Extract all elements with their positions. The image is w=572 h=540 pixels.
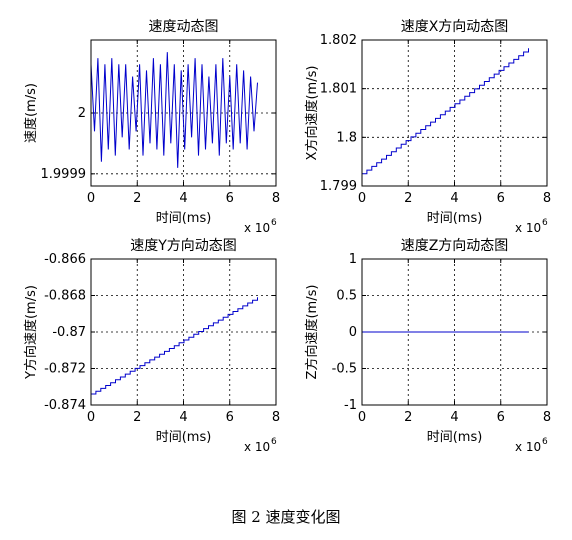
x-tick-label: 0 [87, 191, 95, 206]
x-exponent-label: x 10 [515, 221, 541, 235]
data-line [91, 297, 258, 395]
chart-title: 速度Y方向动态图 [130, 238, 237, 254]
figure-caption: 图 2 速度变化图 [231, 508, 341, 526]
y-axis-label: Y方向速度(m/s) [23, 285, 39, 380]
x-axis-label: 时间(ms) [427, 211, 483, 226]
y-tick-label: -0.874 [44, 398, 86, 413]
y-axis-label: Z方向速度(m/s) [304, 285, 320, 380]
x-exponent-power: 6 [542, 218, 548, 228]
y-axis-label: 速度(m/s) [23, 83, 39, 143]
axes-frame [90, 39, 277, 187]
x-tick-label: 0 [358, 410, 366, 425]
x-axis-label: 时间(ms) [427, 430, 483, 445]
axes-frame [361, 39, 548, 187]
y-tick-label: 1.801 [320, 82, 357, 97]
x-tick-label: 6 [497, 191, 505, 206]
x-tick-label: 8 [272, 410, 280, 425]
x-axis-label: 时间(ms) [156, 430, 212, 445]
x-axis-label: 时间(ms) [156, 211, 212, 226]
chart-panel-2: 速度X方向动态图 0 2 4 6 8 1.799 1.8 1.801 1.802 时间(ms) x 1… [304, 19, 551, 235]
x-tick-label: 4 [450, 410, 458, 425]
chart-title: 速度X方向动态图 [401, 19, 509, 35]
y-tick-label: 1.799 [320, 179, 357, 194]
x-tick-label: 8 [543, 410, 551, 425]
x-tick-label: 2 [404, 191, 412, 206]
x-tick-label: 6 [226, 191, 234, 206]
x-exponent-label: x 10 [515, 440, 541, 454]
x-tick-label: 6 [497, 410, 505, 425]
chart-title: 速度Z方向动态图 [401, 238, 509, 254]
y-tick-label: -0.5 [332, 362, 357, 377]
x-tick-label: 8 [272, 191, 280, 206]
y-tick-label: -0.87 [52, 325, 86, 340]
x-tick-label: 4 [450, 191, 458, 206]
x-exponent-power: 6 [271, 437, 277, 447]
axes-frame [361, 258, 548, 406]
y-tick-label: 2 [78, 106, 86, 121]
y-tick-label: 1 [349, 252, 357, 267]
x-tick-label: 6 [226, 410, 234, 425]
chart-title: 速度动态图 [149, 19, 219, 35]
x-tick-label: 2 [133, 410, 141, 425]
x-tick-label: 2 [133, 191, 141, 206]
chart-panel-3: 速度Y方向动态图 0 2 4 6 8 -0.866 -0.868 -0.87 -0.872 -0.8… [23, 238, 280, 454]
y-tick-label: -0.868 [44, 289, 86, 304]
x-exponent-label: x 10 [244, 221, 270, 235]
x-tick-label: 0 [87, 410, 95, 425]
y-tick-label: -0.872 [44, 362, 86, 377]
data-line [90, 52, 258, 168]
x-tick-label: 8 [543, 191, 551, 206]
x-exponent-power: 6 [271, 218, 277, 228]
x-tick-label: 0 [358, 191, 366, 206]
y-tick-label: 0 [349, 325, 357, 340]
y-tick-label: 1.9999 [41, 167, 87, 182]
y-tick-label: 0.5 [336, 289, 357, 304]
data-line [362, 48, 529, 175]
x-tick-label: 4 [179, 191, 187, 206]
x-tick-label: 4 [179, 410, 187, 425]
x-exponent-label: x 10 [244, 440, 270, 454]
y-tick-label: 1.802 [320, 33, 357, 48]
y-tick-label: 1.8 [336, 130, 357, 145]
x-exponent-power: 6 [542, 437, 548, 447]
y-tick-label: -0.866 [44, 252, 86, 267]
y-axis-label: X方向速度(m/s) [304, 66, 320, 161]
axes-frame [90, 258, 277, 406]
x-tick-label: 2 [404, 410, 412, 425]
y-tick-label: -1 [344, 398, 357, 413]
